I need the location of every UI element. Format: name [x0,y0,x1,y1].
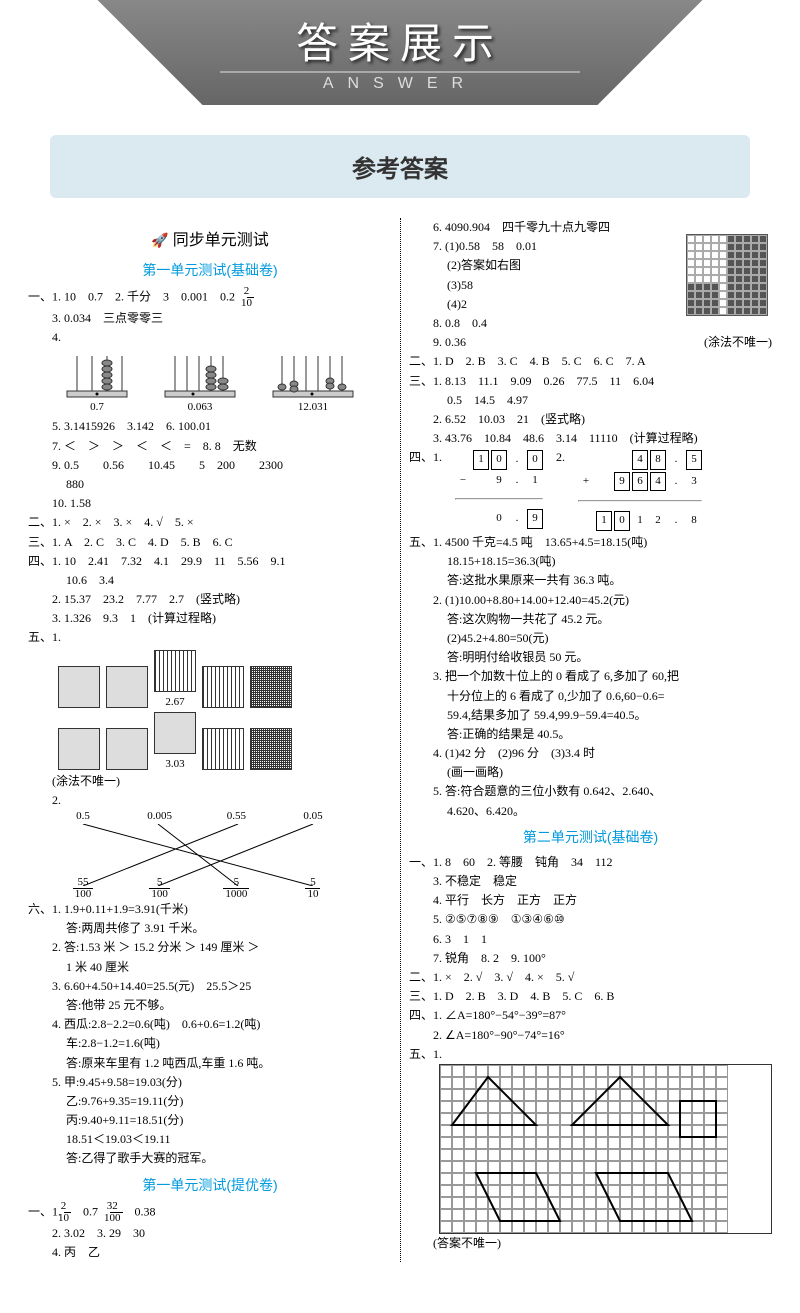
left-column: 同步单元测试 第一单元测试(基础卷) 一、1. 10 0.7 2. 千分 3 0… [20,218,400,1262]
answer-line: 10.6 3.4 [28,571,392,590]
answer-line: 2. (1)10.00+8.80+14.00+12.40=45.2(元) [409,591,772,610]
answer-line: 3. 把一个加数十位上的 0 看成了 6,多加了 60,把 [409,667,772,686]
answer-line: 4. [28,328,392,347]
answer-line: 答:他带 25 元不够。 [28,996,392,1015]
answer-line: 3. 1.326 9.3 1 (计算过程略) [28,609,392,628]
header-banner: 答案展示 ANSWER [0,0,800,105]
fraction: 210 [247,286,254,309]
abacus-row: 0.7 0.063 12.031 [28,347,392,417]
answer-line: 6. 3 1 1 [409,930,772,949]
abacus-1: 0.7 [62,351,132,413]
answer-line: 1 米 40 厘米 [28,958,392,977]
answer-line: 六、1. 1.9+0.11+1.9=3.91(千米) [28,900,392,919]
unit2-title: 第二单元测试(基础卷) [409,821,772,853]
answer-line: 答:这次购物一共花了 45.2 元。 [409,610,772,629]
matching-diagram: 0.5 0.005 0.55 0.05 55100 5100 51000 510 [58,810,338,900]
answer-line: 3. 43.76 10.84 48.6 3.14 11110 (计算过程略) [409,429,772,448]
note: (涂法不唯一) [28,772,392,791]
answer-line: 五、1. 4500 千克=4.5 吨 13.65+4.5=18.15(吨) [409,533,772,552]
answer-line: 7. ＜ ＞ ＞ ＜ ＜ = 8. 8 无数 [28,437,392,456]
answer-line: 四、1. 10 2.41 7.32 4.1 29.9 11 5.56 9.1 [28,552,392,571]
answer-line: 乙:9.76+9.35=19.11(分) [28,1092,392,1111]
answer-line: 8. 0.8 0.4 [409,314,772,333]
answer-line: 一、1. 10 0.7 2. 千分 3 0.001 0.2 210 [28,286,392,309]
answer-line: 3. 0.034 三点零零三 [28,309,392,328]
note: (答案不唯一) [409,1234,772,1253]
answer-line: 一、1. 8 60 2. 等腰 钝角 34 112 [409,853,772,872]
answer-line: 二、1. × 2. × 3. × 4. √ 5. × [28,513,392,532]
content-area: 同步单元测试 第一单元测试(基础卷) 一、1. 10 0.7 2. 千分 3 0… [0,218,800,1302]
answer-line: 0.5 14.5 4.97 [409,391,772,410]
answer-line: 三、1. D 2. B 3. D 4. B 5. C 6. B [409,987,772,1006]
answer-line: 3. 不稳定 稳定 [409,872,772,891]
answer-line: 五、1. [28,628,392,647]
answer-line: 5. 甲:9.45+9.58=19.03(分) [28,1073,392,1092]
grid-squares-row2: 3.03 [28,710,392,772]
banner-title-en: ANSWER [220,71,580,93]
answer-line: 10. 1.58 [28,494,392,513]
banner-title-cn: 答案展示 [220,10,580,71]
section-title: 同步单元测试 [28,218,392,254]
answer-line: 答:明明付给收银员 50 元。 [409,648,772,667]
calc-box-2: 48.5 +964.3 1012.8 [576,448,704,533]
answer-line: 四、1. ∠A=180°−54°−39°=87° [409,1006,772,1025]
answer-line: 二、1. D 2. B 3. C 4. B 5. C 6. C 7. A [409,352,772,371]
answer-line: 4. (1)42 分 (2)96 分 (3)3.4 时 [409,744,772,763]
unit1-title: 第一单元测试(基础卷) [28,254,392,286]
abacus-3: 12.031 [268,351,358,413]
answer-line: 五、1. [409,1045,772,1064]
answer-line: 丙:9.40+9.11=18.51(分) [28,1111,392,1130]
answer-line: 答:乙得了歌手大赛的冠军。 [28,1149,392,1168]
answer-line: 二、1. × 2. √ 3. √ 4. × 5. √ [409,968,772,987]
answer-line: 4.620、6.420。 [409,802,772,821]
answer-line: 5. 答:符合题意的三位小数有 0.642、2.640、 [409,782,772,801]
answer-line: 十分位上的 6 看成了 0,少加了 0.6,60−0.6= [409,687,772,706]
answer-line: 4. 平行 长方 正方 正方 [409,891,772,910]
answer-line: 四、1. 10.0 −9.1 0.9 2. 48.5 +964.3 1012.8 [409,448,772,533]
answer-line: 2. 3.02 3. 29 30 [28,1224,392,1243]
answer-line: 2. 15.37 23.2 7.77 2.7 (竖式略) [28,590,392,609]
answer-line: 7. 锐角 8. 2 9. 100° [409,949,772,968]
small-grid-chart [686,234,768,316]
unit1b-title: 第一单元测试(提优卷) [28,1169,392,1201]
answer-line: 2. 答:1.53 米 ＞ 15.2 分米 ＞ 149 厘米 ＞ [28,938,392,957]
answer-line: 车:2.8−1.2=1.6(吨) [28,1034,392,1053]
answer-line: 5. ②⑤⑦⑧⑨ ①③④⑥⑩ [409,910,772,929]
answer-line: 答:原来车里有 1.2 吨西瓜,车重 1.6 吨。 [28,1054,392,1073]
answer-line: 9. 0.5 0.56 10.45 5 200 2300 [28,456,392,475]
answer-line: 4. 西瓜:2.8−2.2=0.6(吨) 0.6+0.6=1.2(吨) [28,1015,392,1034]
answer-line: 4. 丙 乙 [28,1243,392,1262]
answer-line: 答:这批水果原来一共有 36.3 吨。 [409,571,772,590]
answer-line: 9. 0.36(涂法不唯一) [409,333,772,352]
abacus-2: 0.063 [160,351,240,413]
right-column: 6. 4090.904 四千零九十点九零四 7. (1)0.58 58 0.01… [400,218,780,1262]
answer-line: 一、1. 210 0.7 32100 0.38 [28,1201,392,1224]
answer-line: (2)45.2+4.80=50(元) [409,629,772,648]
answer-line: 三、1. A 2. C 3. C 4. D 5. B 6. C [28,533,392,552]
calc-box-1: 10.0 −9.1 0.9 [453,448,545,531]
answer-line: 3. 6.60+4.50+14.40=25.5(元) 25.5＞25 [28,977,392,996]
subheader: 参考答案 [50,135,750,198]
answer-line: 18.51＜19.03＜19.11 [28,1130,392,1149]
answer-line: 2. 6.52 10.03 21 (竖式略) [409,410,772,429]
answer-line: 答:两周共修了 3.91 千米。 [28,919,392,938]
grid-squares-row1: 2.67 [28,648,392,710]
shapes-grid [439,1064,772,1234]
answer-line: (画一画略) [409,763,772,782]
answer-line: 2. ∠A=180°−90°−74°=16° [409,1026,772,1045]
answer-line: 59.4,结果多加了 59.4,99.9−59.4=40.5。 [409,706,772,725]
answer-line: 答:正确的结果是 40.5。 [409,725,772,744]
answer-line: 18.15+18.15=36.3(吨) [409,552,772,571]
answer-line: 880 [28,475,392,494]
answer-line: 2. [28,791,392,810]
answer-line: 三、1. 8.13 11.1 9.09 0.26 77.5 11 6.04 [409,372,772,391]
answer-line: 5. 3.1415926 3.142 6. 100.01 [28,417,392,436]
